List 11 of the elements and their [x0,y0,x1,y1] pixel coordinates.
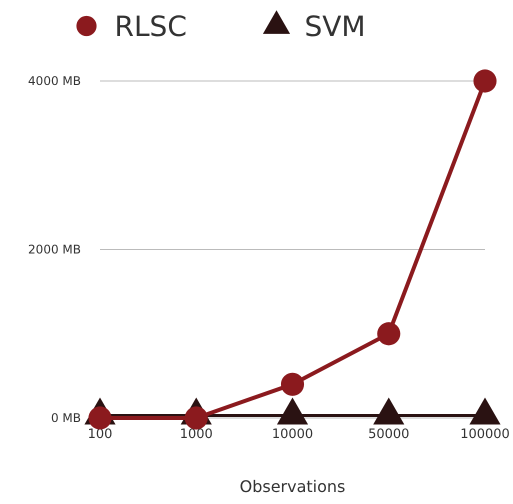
x-axis-title: Observations [240,477,346,496]
y-tick-label: 4000 MB [28,74,81,88]
x-tick-label: 10000 [272,427,314,442]
x-tick-label: 1000 [180,427,213,442]
x-tick-label: 50000 [368,427,410,442]
x-tick-label: 100 [88,427,112,442]
y-tick-label: 2000 MB [28,242,81,256]
x-tick-label: 100000 [460,427,510,442]
y-tick-label: 0 MB [50,410,81,425]
legend-label: RLSC [114,10,187,43]
legend-label: SVM [304,10,366,43]
